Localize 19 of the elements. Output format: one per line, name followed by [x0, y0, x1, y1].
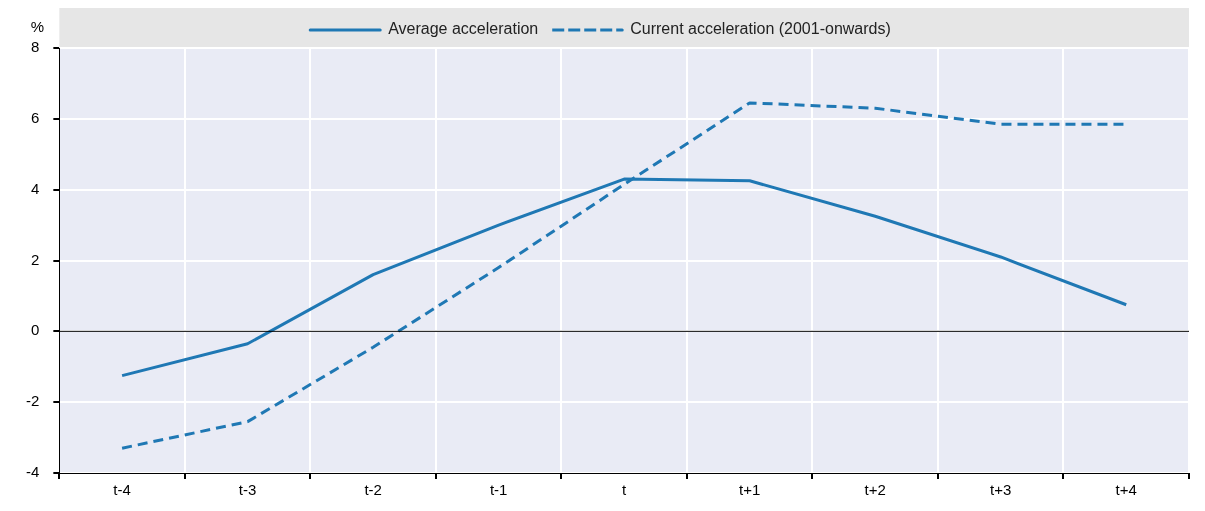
x-tick-label: t-3: [238, 481, 257, 499]
y-tick-label: 0: [30, 321, 40, 339]
x-tick-label: t+2: [864, 481, 886, 499]
legend-label: Average acceleration: [388, 20, 539, 38]
y-tick-label: 6: [30, 108, 40, 126]
y-tick-label: 8: [30, 38, 40, 56]
x-tick-label: t+3: [990, 481, 1012, 499]
y-tick-label: 4: [30, 179, 40, 197]
y-axis-title: %: [30, 18, 45, 36]
x-tick-label: t+1: [739, 481, 761, 499]
x-tick-label: t-2: [364, 481, 382, 499]
y-tick-label: -2: [25, 392, 40, 410]
y-tick-label: 2: [30, 250, 40, 268]
x-tick-label: t+4: [1115, 481, 1137, 499]
x-tick-label: t-1: [489, 481, 508, 499]
x-tick-label: t-4: [113, 481, 131, 499]
legend-label: Current acceleration (2001-onwards): [630, 20, 891, 38]
y-tick-label: -4: [25, 463, 40, 481]
x-tick-label: t: [622, 481, 628, 499]
